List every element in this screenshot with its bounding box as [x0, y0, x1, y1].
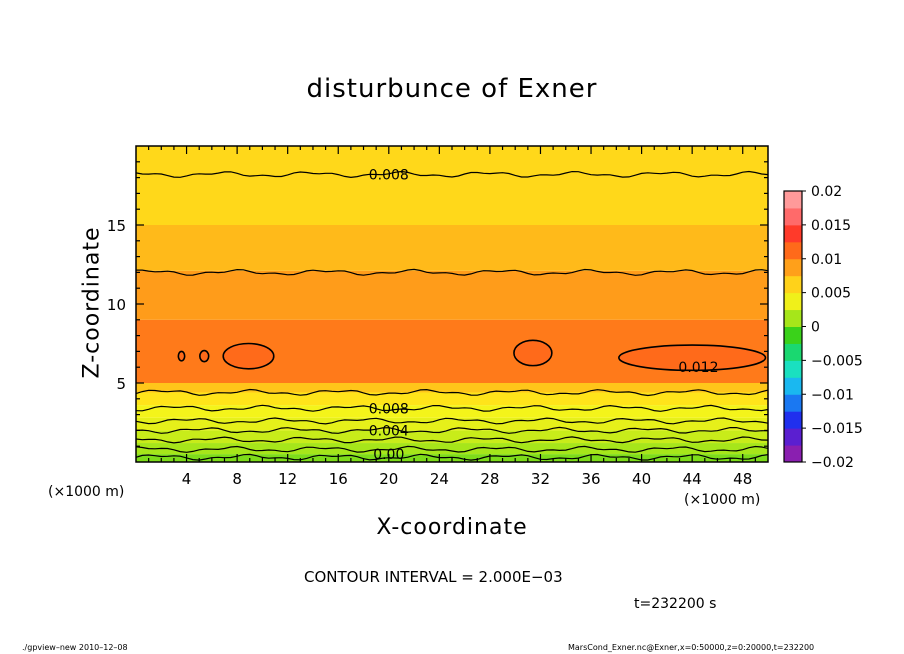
- contour-line-1: [135, 445, 769, 453]
- contour-label-4: 0.012: [678, 360, 718, 376]
- x-tick-label-4: 20: [379, 470, 398, 488]
- colorbar-swatch-14: [784, 207, 802, 226]
- color-band-9: [136, 225, 768, 271]
- x-unit-label-left: (×1000 m): [48, 484, 125, 500]
- contour-label-2: 0.004: [369, 423, 409, 439]
- contour-label-1: 0.008: [369, 401, 409, 417]
- colorbar-swatch-2: [784, 411, 802, 429]
- contour-label-0: 0.008: [369, 167, 409, 183]
- closed-contour-3: [513, 339, 553, 367]
- colorbar-swatch-5: [784, 360, 802, 378]
- y-axis-label: Z-coordinate: [79, 226, 105, 379]
- y-tick-label-0: 5: [116, 375, 126, 393]
- x-tick-label-10: 44: [683, 470, 702, 488]
- x-tick-label-5: 24: [430, 470, 449, 488]
- contour-line-4: [135, 417, 769, 425]
- colorbar-tick-label-0: 0.02: [811, 184, 842, 200]
- x-axis-label-text: X-coordinate: [376, 515, 528, 540]
- colorbar-swatch-3: [784, 394, 802, 412]
- x-tick-label-9: 40: [632, 470, 651, 488]
- x-tick-label-7: 32: [531, 470, 550, 488]
- color-band-6: [136, 383, 768, 393]
- colorbar-tick-label-3: 0.005: [811, 286, 851, 302]
- colorbar-swatch-15: [784, 191, 802, 209]
- x-tick-label-6: 28: [480, 470, 499, 488]
- contour-line-6: [135, 388, 769, 397]
- colorbar-swatch-13: [784, 224, 802, 243]
- contour-line-7: [136, 268, 769, 276]
- contour-line-0: [135, 453, 769, 461]
- colorbar-swatch-8: [784, 309, 802, 327]
- closed-contour-2: [222, 342, 275, 370]
- closed-contour-0: [177, 350, 186, 362]
- color-band-10: [136, 146, 768, 225]
- x-tick-label-0: 4: [182, 470, 192, 488]
- x-tick-label-1: 8: [232, 470, 242, 488]
- x-unit-label-right: (×1000 m): [684, 492, 761, 508]
- footer-right: MarsCond_Exner.nc@Exner,x=0:50000,z=0:20…: [568, 643, 815, 652]
- colorbar-tick-label-1: 0.015: [811, 218, 851, 234]
- contour-line-8: [135, 170, 769, 179]
- time-stamp: t=232200 s: [634, 596, 717, 612]
- colorbar-swatch-6: [784, 343, 802, 361]
- colorbar-tick-label-5: −0.005: [811, 353, 863, 369]
- x-axis-label: X-coordinate: [0, 515, 904, 540]
- x-tick-label-3: 16: [329, 470, 348, 488]
- colorbar-swatch-1: [784, 428, 802, 446]
- colorbar-swatch-0: [784, 445, 802, 463]
- x-tick-label-11: 48: [733, 470, 752, 488]
- colorbar-tick-label-2: 0.01: [811, 252, 842, 268]
- colorbar-swatch-10: [784, 275, 802, 294]
- color-band-5: [136, 392, 768, 406]
- color-band-2: [136, 430, 768, 444]
- y-tick-label-1: 10: [107, 296, 126, 314]
- contour-line-2: [135, 436, 769, 444]
- colorbar-swatch-11: [784, 258, 802, 277]
- x-tick-label-2: 12: [278, 470, 297, 488]
- colorbar-swatch-9: [784, 292, 802, 311]
- closed-contour-4: [618, 344, 767, 372]
- closed-contour-1: [199, 349, 210, 363]
- y-tick-label-2: 15: [107, 217, 126, 235]
- colorbar-tick-label-4: 0: [811, 320, 820, 336]
- color-band-4: [136, 405, 768, 418]
- colorbar-tick-label-8: −0.02: [811, 455, 854, 471]
- chart-title: disturbunce of Exner: [306, 74, 598, 104]
- contour-line-3: [135, 426, 769, 434]
- colorbar-tick-label-6: −0.01: [811, 387, 854, 403]
- colorbar-swatch-4: [784, 377, 802, 395]
- colorbar-swatch-7: [784, 326, 802, 344]
- contour-line-5: [135, 404, 769, 412]
- color-band-1: [136, 443, 768, 455]
- contour-interval-note: CONTOUR INTERVAL = 2.000E−03: [304, 568, 563, 586]
- x-tick-label-8: 36: [581, 470, 600, 488]
- colorbar-swatch-12: [784, 241, 802, 260]
- color-band-8: [136, 270, 768, 320]
- colorbar-tick-label-7: −0.015: [811, 421, 863, 437]
- footer-left: ./gpview–new 2010–12–08: [22, 643, 128, 652]
